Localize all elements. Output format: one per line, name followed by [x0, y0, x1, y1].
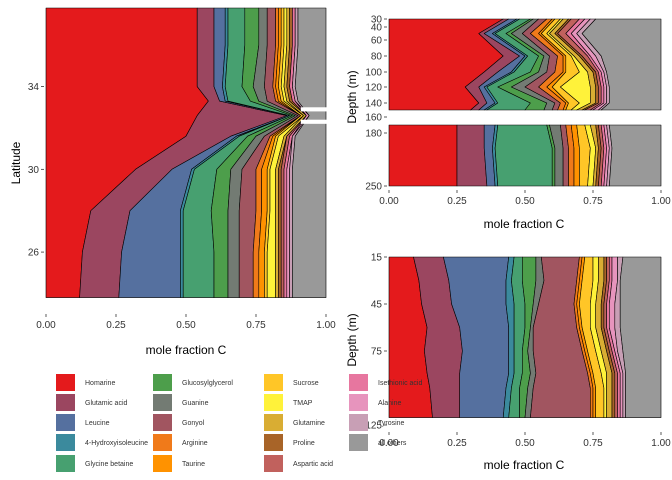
legend-swatch — [56, 455, 75, 472]
depth-panel-lower: 0.00 0.25 0.50 0.75 1.00 15 45 75 125 mole fract… — [345, 253, 671, 473]
legend-label: Leucine — [85, 420, 110, 427]
depth-lower-x-tick-label: 0.75 — [583, 438, 603, 449]
legend-swatch — [56, 394, 75, 411]
depth-upper-y-tick-label: 180 — [365, 129, 382, 140]
latitude-y-tick-label: 26 — [28, 248, 40, 259]
legend-swatch — [153, 434, 172, 451]
legend-swatch — [153, 394, 172, 411]
legend-label: TMAP — [293, 400, 313, 407]
depth-upper-y-tick-label: 250 — [365, 182, 382, 193]
legend-swatch — [264, 394, 283, 411]
legend-swatch — [264, 434, 283, 451]
depth-lower-x-axis-title: mole fraction C — [484, 458, 565, 472]
legend-swatch — [349, 414, 368, 431]
legend-label: Glutamic acid — [85, 400, 128, 407]
depth-upper-seg1-band-1 — [456, 124, 488, 187]
legend-label: Isethionic acid — [378, 380, 422, 387]
latitude-x-tick-label: 1.00 — [316, 320, 336, 331]
depth-upper-y-tick-label: 100 — [365, 68, 382, 79]
legend-swatch — [349, 374, 368, 391]
depth-lower-y-axis-title: Depth (m) — [345, 313, 359, 366]
depth-upper-y-axis-title: Depth (m) — [345, 70, 359, 123]
latitude-gap — [300, 119, 328, 124]
legend-swatch — [56, 414, 75, 431]
legend-label: 4-Hydroxyisoleucine — [85, 440, 148, 447]
depth-upper-seg1-band-0 — [388, 124, 458, 187]
depth-upper-y-tick-label: 140 — [365, 99, 382, 110]
depth-lower-band-18 — [619, 256, 662, 418]
depth-upper-y-tick-label: 160 — [365, 113, 382, 124]
legend-label: all others — [378, 440, 407, 447]
legend-swatch — [56, 374, 75, 391]
depth-lower-y-tick-label: 75 — [371, 347, 383, 358]
depth-lower-x-tick-label: 0.50 — [515, 438, 535, 449]
depth-upper-seg1-band-18 — [609, 124, 662, 187]
legend-label: Homarine — [85, 380, 115, 387]
latitude-x-axis-title: mole fraction C — [146, 343, 227, 357]
depth-upper-y-tick-label: 40 — [371, 23, 383, 34]
depth-upper-x-tick-label: 1.00 — [651, 196, 671, 207]
legend-label: Sucrose — [293, 380, 319, 387]
legend-swatch — [56, 434, 75, 451]
legend-label: Proline — [293, 440, 315, 447]
depth-upper-x-axis-title: mole fraction C — [484, 217, 565, 231]
depth-upper-y-tick-label: 80 — [371, 52, 383, 63]
depth-upper-y-tick-label: 60 — [371, 36, 383, 47]
legend-label: Guanine — [182, 400, 209, 407]
latitude-panel: 0.00 0.25 0.50 0.75 1.00 26 30 34 mole fraction… — [9, 7, 336, 357]
legend-swatch — [264, 414, 283, 431]
legend-label: Glycine betaine — [85, 461, 133, 468]
legend-label: Taurine — [182, 461, 205, 468]
depth-upper-x-tick-label: 0.00 — [379, 196, 399, 207]
depth-upper-x-tick-label: 0.25 — [447, 196, 467, 207]
legend-label: Glucosylglycerol — [182, 380, 233, 387]
latitude-y-tick-label: 34 — [28, 82, 40, 93]
legend-swatch — [153, 374, 172, 391]
depth-upper-y-tick-label: 120 — [365, 83, 382, 94]
depth-lower-x-tick-label: 0.00 — [379, 438, 399, 449]
legend-swatch — [264, 374, 283, 391]
depth-upper-x-tick-label: 0.50 — [515, 196, 535, 207]
latitude-y-tick-label: 30 — [28, 165, 40, 176]
latitude-x-tick-label: 0.50 — [176, 320, 196, 331]
depth-upper-x-tick-label: 0.75 — [583, 196, 603, 207]
latitude-x-tick-label: 0.75 — [246, 320, 266, 331]
depth-lower-x-tick-label: 1.00 — [651, 438, 671, 449]
depth-lower-y-tick-label: 15 — [371, 253, 383, 264]
legend-swatch — [264, 455, 283, 472]
legend-swatch — [153, 455, 172, 472]
legend: Homarine Glutamic acid Leucine 4-Hydroxyiso… — [56, 374, 422, 472]
legend-label: Glutamine — [293, 420, 325, 427]
legend-label: Aspartic acid — [293, 461, 333, 468]
legend-label: Gonyol — [182, 420, 205, 427]
legend-label: Arginine — [182, 440, 208, 447]
latitude-x-tick-label: 0.25 — [106, 320, 126, 331]
depth-upper-y-tick-label: 30 — [371, 15, 383, 26]
depth-lower-y-tick-label: 45 — [371, 300, 383, 311]
latitude-x-tick-label: 0.00 — [36, 320, 56, 331]
latitude-y-axis-title: Latitude — [9, 141, 23, 184]
legend-label: Alanine — [378, 400, 401, 407]
depth-lower-y-tick-label: 125 — [365, 421, 382, 432]
latitude-band-18 — [292, 7, 327, 298]
latitude-gap — [300, 107, 328, 112]
depth-upper-seg1-band-4 — [494, 124, 553, 187]
depth-upper-seg0-band-18 — [581, 18, 662, 111]
legend-swatch — [153, 414, 172, 431]
legend-swatch — [349, 434, 368, 451]
depth-lower-x-tick-label: 0.25 — [447, 438, 467, 449]
legend-label: Tyrosine — [378, 420, 405, 427]
legend-swatch — [349, 394, 368, 411]
